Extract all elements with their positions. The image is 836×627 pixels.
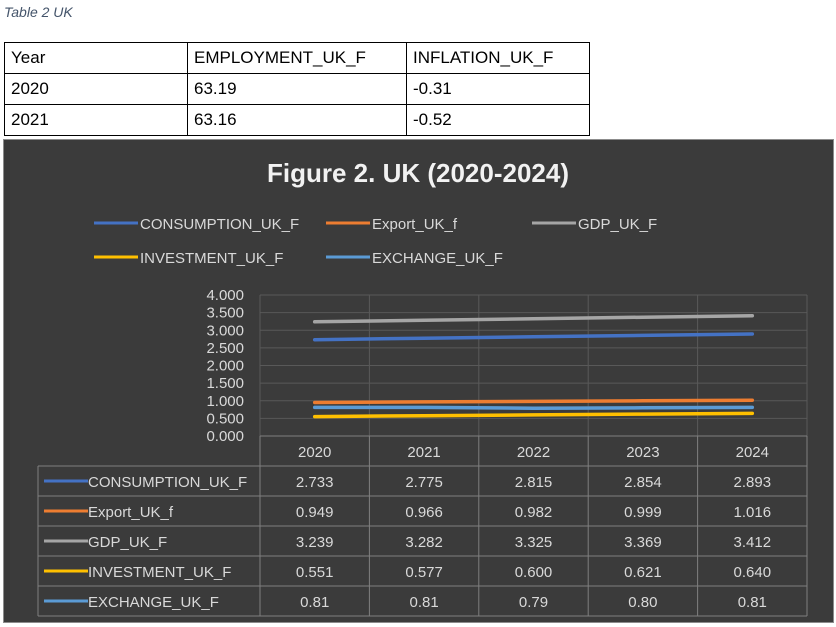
data-table-value: 0.81 — [409, 594, 438, 611]
data-table-value: 0.551 — [296, 564, 334, 581]
data-table-value: 0.982 — [515, 504, 553, 521]
table-caption: Table 2 UK — [4, 4, 73, 20]
data-table-series-label: EXCHANGE_UK_F — [88, 594, 219, 611]
data-table-value: 3.412 — [734, 534, 772, 551]
data-table-value: 0.640 — [734, 564, 772, 581]
data-table-value: 0.600 — [515, 564, 553, 581]
legend-label: INVESTMENT_UK_F — [140, 250, 283, 267]
data-table-value: 0.621 — [624, 564, 662, 581]
data-table-value: 3.282 — [405, 534, 443, 551]
data-table-value: 2.775 — [405, 474, 443, 491]
table-row: 2020 63.19 -0.31 — [4, 73, 590, 105]
table-cell: -0.31 — [406, 73, 590, 105]
chart-canvas: Figure 2. UK (2020-2024) CONSUMPTION_UK_… — [37, 158, 808, 617]
y-tick-label: 1.000 — [206, 393, 244, 410]
data-table-series-label: INVESTMENT_UK_F — [88, 564, 231, 581]
data-table-value: 2.815 — [515, 474, 553, 491]
y-tick-label: 0.000 — [206, 428, 244, 445]
series-line — [312, 332, 755, 342]
data-table-series-label: Export_UK_f — [88, 504, 174, 521]
table-header-row: Year EMPLOYMENT_UK_F INFLATION_UK_F — [4, 42, 590, 74]
data-table-value: 2.854 — [624, 474, 662, 491]
legend-label: EXCHANGE_UK_F — [372, 250, 503, 267]
data-table-value: 0.81 — [300, 594, 329, 611]
data-table-value: 0.81 — [738, 594, 767, 611]
y-tick-label: 2.500 — [206, 340, 244, 357]
data-table-value: 3.239 — [296, 534, 334, 551]
data-table-value: 0.949 — [296, 504, 334, 521]
chart-title: Figure 2. UK (2020-2024) — [267, 158, 569, 188]
data-table-value: 0.999 — [624, 504, 662, 521]
table-cell: 2021 — [4, 104, 188, 136]
y-tick-label: 1.500 — [206, 375, 244, 392]
series-line — [312, 405, 755, 410]
series-line — [312, 313, 755, 324]
series-line — [312, 411, 755, 419]
header-cell: Year — [4, 42, 188, 74]
data-table-value: 0.966 — [405, 504, 443, 521]
y-tick-label: 4.000 — [206, 287, 244, 304]
data-table-value: 1.016 — [734, 504, 772, 521]
header-cell: INFLATION_UK_F — [406, 42, 590, 74]
data-table-value: 2.893 — [734, 474, 772, 491]
y-tick-label: 2.000 — [206, 358, 244, 375]
legend-label: Export_UK_f — [372, 216, 458, 233]
data-table-value: 3.369 — [624, 534, 662, 551]
data-table-series-label: GDP_UK_F — [88, 534, 167, 551]
table-row: 2021 63.16 -0.52 — [4, 104, 590, 136]
table-cell: -0.52 — [406, 104, 590, 136]
table-cell: 2020 — [4, 73, 188, 105]
data-table-value: 2.733 — [296, 474, 334, 491]
x-tick-label: 2021 — [407, 444, 440, 461]
data-table-value: 3.325 — [515, 534, 553, 551]
data-table-value: 0.80 — [628, 594, 657, 611]
legend-label: GDP_UK_F — [578, 216, 657, 233]
header-cell: EMPLOYMENT_UK_F — [187, 42, 407, 74]
line-chart: Figure 2. UK (2020-2024) CONSUMPTION_UK_… — [3, 139, 834, 623]
data-table: Year EMPLOYMENT_UK_F INFLATION_UK_F 2020… — [4, 42, 590, 136]
table-cell: 63.16 — [187, 104, 407, 136]
y-tick-label: 0.500 — [206, 410, 244, 427]
x-tick-label: 2023 — [626, 444, 659, 461]
x-tick-label: 2024 — [736, 444, 769, 461]
data-table-value: 0.577 — [405, 564, 443, 581]
x-tick-label: 2022 — [517, 444, 550, 461]
data-table-series-label: CONSUMPTION_UK_F — [88, 474, 247, 491]
y-tick-label: 3.500 — [206, 305, 244, 322]
y-tick-label: 3.000 — [206, 322, 244, 339]
data-table-value: 0.79 — [519, 594, 548, 611]
legend-label: CONSUMPTION_UK_F — [140, 216, 299, 233]
table-cell: 63.19 — [187, 73, 407, 105]
series-line — [312, 398, 755, 405]
x-tick-label: 2020 — [298, 444, 331, 461]
